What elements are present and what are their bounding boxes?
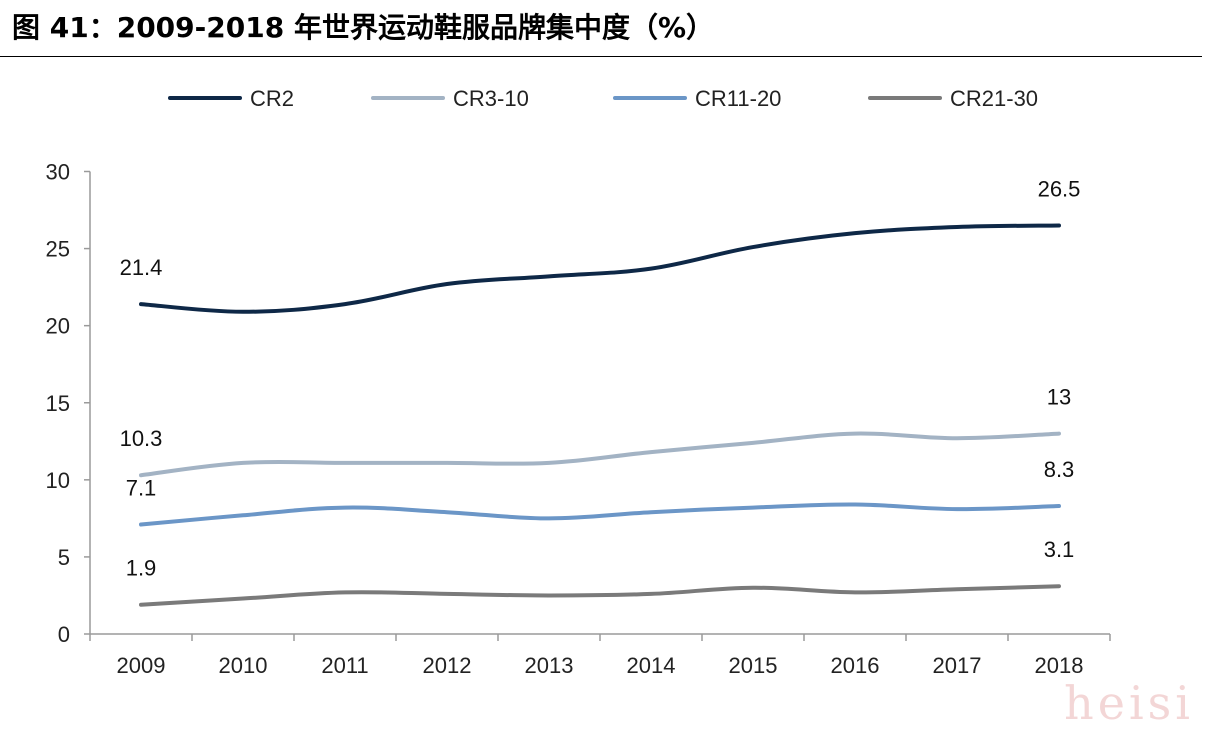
x-tick-label: 2016 — [831, 653, 880, 678]
data-labels: 21.4 26.5 10.3 13 7.1 8.3 1.9 3.1 — [120, 176, 1081, 580]
data-label: 3.1 — [1044, 537, 1075, 562]
series-line-cr2 — [139, 223, 1061, 314]
x-tick-label: 2009 — [117, 653, 166, 678]
legend-label: CR21-30 — [950, 86, 1038, 111]
y-tick-label: 0 — [58, 622, 70, 647]
legend-label: CR11-20 — [695, 86, 781, 111]
data-label: 13 — [1047, 385, 1071, 410]
x-tick-label: 2012 — [423, 653, 472, 678]
y-tick-label: 25 — [46, 237, 70, 262]
title-divider — [0, 56, 1202, 57]
data-label: 21.4 — [120, 255, 163, 280]
y-tick-label: 10 — [46, 468, 70, 493]
series-line-cr11-20 — [139, 502, 1061, 527]
x-tick-label: 2010 — [219, 653, 268, 678]
x-tick-label: 2014 — [627, 653, 676, 678]
watermark: heisi — [1064, 676, 1194, 730]
x-tick-label: 2013 — [525, 653, 574, 678]
x-tick-label: 2015 — [729, 653, 778, 678]
series-line-cr3-10 — [139, 431, 1061, 478]
legend-item: CR2 — [168, 86, 294, 111]
series-line-cr21-30 — [139, 584, 1061, 607]
legend-label: CR3-10 — [453, 86, 529, 111]
data-label: 1.9 — [126, 556, 157, 581]
y-tick-label: 20 — [46, 314, 70, 339]
x-tick-label: 2018 — [1035, 653, 1084, 678]
chart-series — [139, 223, 1061, 607]
data-label: 8.3 — [1044, 457, 1075, 482]
chart-axes: 0 5 10 15 20 25 30 2009 2010 2011 2012 2013 2014 2015… — [46, 160, 1111, 678]
legend-item: CR11-20 — [613, 86, 781, 111]
legend-item: CR3-10 — [371, 86, 529, 111]
legend-label: CR2 — [250, 86, 294, 111]
y-tick-label: 5 — [58, 545, 70, 570]
legend: CR2 CR3-10 CR11-20 CR21-30 — [168, 86, 1038, 111]
legend-item: CR21-30 — [868, 86, 1038, 111]
page-title: 图 41：2009-2018 年世界运动鞋服品牌集中度（%） — [12, 11, 714, 44]
y-tick-label: 30 — [46, 160, 70, 185]
data-label: 7.1 — [126, 476, 157, 501]
x-tick-label: 2017 — [933, 653, 982, 678]
data-label: 10.3 — [120, 426, 163, 451]
data-label: 26.5 — [1038, 176, 1081, 201]
x-tick-label: 2011 — [321, 653, 368, 678]
y-tick-label: 15 — [46, 391, 70, 416]
